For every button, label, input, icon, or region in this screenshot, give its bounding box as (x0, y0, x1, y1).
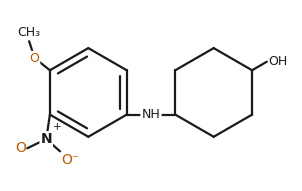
Text: O⁻: O⁻ (61, 153, 79, 167)
Text: N: N (40, 132, 52, 146)
Text: CH₃: CH₃ (18, 26, 41, 39)
Text: +: + (53, 122, 62, 132)
Text: O: O (30, 52, 40, 65)
Text: NH: NH (142, 108, 160, 121)
Text: O: O (15, 141, 26, 155)
Text: OH: OH (268, 55, 287, 68)
